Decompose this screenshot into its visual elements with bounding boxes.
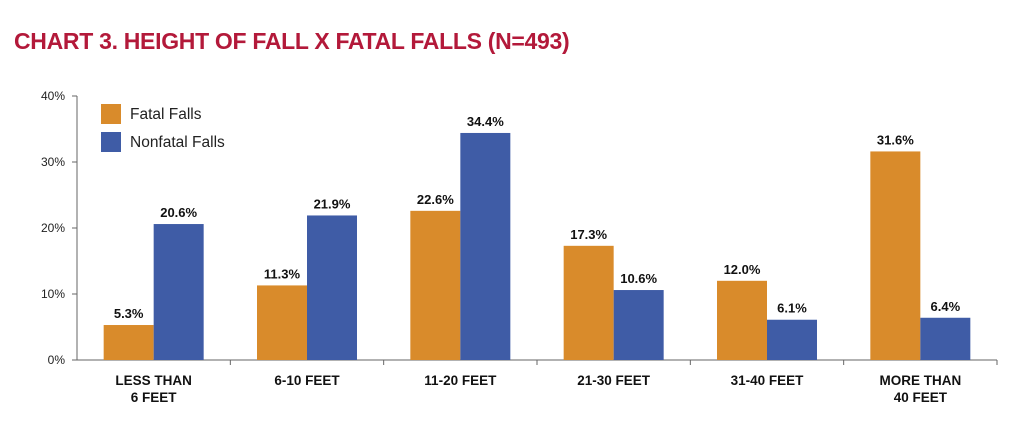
y-tick-label: 10% xyxy=(41,287,65,301)
legend-label: Fatal Falls xyxy=(130,106,202,123)
bar xyxy=(767,319,817,360)
legend-swatch xyxy=(101,104,121,124)
x-category-label: 31-40 FEET xyxy=(731,373,805,388)
bar-value-label: 20.6% xyxy=(160,205,197,220)
x-category-label: MORE THAN xyxy=(879,373,961,388)
x-category-label: 21-30 FEET xyxy=(577,373,651,388)
bar-value-label: 5.3% xyxy=(114,306,144,321)
x-category-label: 40 FEET xyxy=(894,390,948,405)
chart-axes: 0% 10% 20% 30% 40% LESS THAN 6 FEET 6-10 FEET 11… xyxy=(41,89,998,405)
chart-bars xyxy=(103,132,971,360)
bar-value-label: 21.9% xyxy=(314,196,351,211)
bar xyxy=(920,317,971,360)
bar-value-label: 11.3% xyxy=(264,266,301,281)
bar-value-label: 31.6% xyxy=(877,132,914,147)
bar xyxy=(717,280,767,360)
chart-legend: Fatal Falls Nonfatal Falls xyxy=(101,104,225,152)
bar xyxy=(613,290,664,360)
bar-value-label: 17.3% xyxy=(570,227,607,242)
bar xyxy=(563,245,614,360)
legend-label: Nonfatal Falls xyxy=(130,134,225,151)
bar-value-label: 12.0% xyxy=(724,262,761,277)
bar xyxy=(870,151,921,360)
bar-value-label: 22.6% xyxy=(417,192,454,207)
bar-value-label: 10.6% xyxy=(620,271,657,286)
bar-value-label: 34.4% xyxy=(467,114,504,129)
y-tick-label: 20% xyxy=(41,221,65,235)
chart-value-labels: 5.3% 20.6% 11.3% 21.9% 22.6% 34.4% 17.3% 10.6% 1… xyxy=(114,114,961,321)
x-category-label: 6 FEET xyxy=(131,390,178,405)
legend-swatch xyxy=(101,132,121,152)
y-tick-label: 30% xyxy=(41,155,65,169)
bar-value-label: 6.4% xyxy=(931,299,961,314)
bar xyxy=(257,285,307,360)
y-tick-label: 0% xyxy=(48,353,66,367)
bar-value-label: 6.1% xyxy=(777,301,807,316)
x-category-label: LESS THAN xyxy=(115,373,192,388)
y-tick-label: 40% xyxy=(41,89,65,103)
bar xyxy=(460,132,511,360)
x-category-label: 11-20 FEET xyxy=(424,373,497,388)
x-category-label: 6-10 FEET xyxy=(274,373,340,388)
bar xyxy=(153,224,204,360)
chart-title: CHART 3. HEIGHT OF FALL X FATAL FALLS (N… xyxy=(14,28,570,54)
bar xyxy=(410,210,461,360)
bar xyxy=(307,215,357,360)
bar xyxy=(103,325,154,360)
